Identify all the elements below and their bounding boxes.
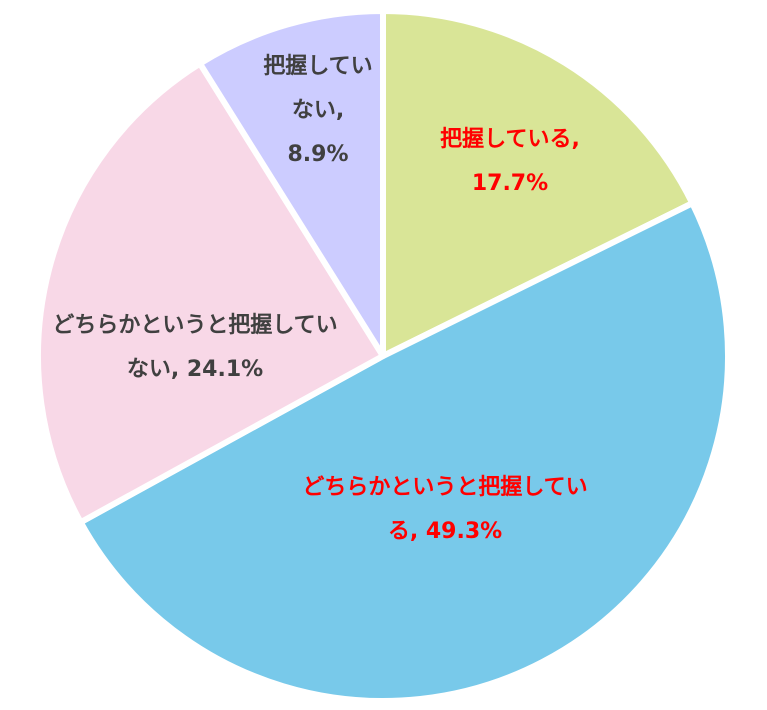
pie-slice-1 (77, 200, 731, 704)
slice-label-0: 把握している, 17.7% (440, 127, 580, 196)
pie-slice-2 (35, 60, 386, 526)
slice-label-2: どちらかというと把握していない, 24.1% (52, 313, 338, 382)
pie-slice-3 (196, 8, 386, 359)
pie-slice-0 (380, 8, 696, 359)
slice-label-3: 把握していない, 8.9% (263, 54, 373, 167)
slice-label-1: どちらかというと把握している, 49.3% (302, 475, 588, 544)
